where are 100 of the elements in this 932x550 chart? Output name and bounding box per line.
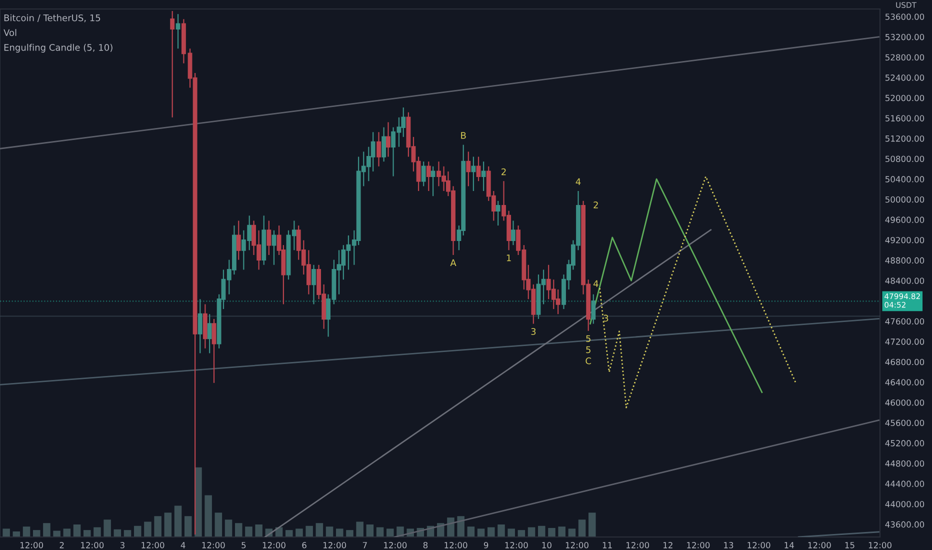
bar <box>43 523 50 537</box>
candlestick <box>511 220 516 246</box>
bar <box>467 526 475 537</box>
bar <box>366 524 374 537</box>
x-tick-label: 2 <box>60 542 64 548</box>
bar <box>518 530 526 537</box>
bar <box>164 512 172 537</box>
annotation: C <box>586 357 592 364</box>
bar <box>32 530 40 537</box>
bar <box>296 528 303 537</box>
y-tick-label: 47600.00 <box>885 318 924 325</box>
bar <box>234 523 242 537</box>
candlestick <box>386 122 390 158</box>
bar <box>588 512 596 537</box>
x-tick-label: 12:00 <box>20 542 44 548</box>
bar <box>245 526 252 537</box>
bar <box>568 528 576 537</box>
annotation: 3 <box>531 328 536 335</box>
bar <box>154 516 162 537</box>
candlestick <box>382 126 386 162</box>
x-tick-label: 13 <box>724 542 734 548</box>
bar <box>436 523 444 537</box>
y-tick-label: 46000.00 <box>885 399 924 406</box>
y-tick-label: 52400.00 <box>886 74 924 81</box>
bar <box>316 523 324 537</box>
candlestick <box>207 314 212 354</box>
y-tick-label: 50000.00 <box>886 196 924 203</box>
y-tick-label: 48800.00 <box>885 257 924 264</box>
candlestick <box>421 161 426 187</box>
bar <box>83 530 91 537</box>
candlestick <box>272 230 276 266</box>
bar <box>487 527 495 537</box>
candlestick <box>476 156 481 182</box>
x-tick-label: 12:00 <box>868 542 892 548</box>
candlestick <box>556 288 560 315</box>
bar <box>306 526 313 537</box>
candlestick <box>370 132 376 172</box>
candlestick <box>471 156 476 192</box>
x-tick-label: 12 <box>664 542 672 548</box>
bar <box>356 522 364 537</box>
bar <box>2 528 10 537</box>
x-tick-label: 12:00 <box>626 542 650 548</box>
annotation: Engulfing Candle (5, 10) <box>4 44 112 53</box>
x-tick-label: 7 <box>362 542 367 548</box>
x-tick-label: 11 <box>602 542 612 548</box>
y-tick-label: 46800.00 <box>885 358 924 366</box>
x-tick-label: 12:00 <box>687 542 710 548</box>
bar <box>578 520 586 537</box>
annotation: 2 <box>594 202 598 208</box>
bar <box>184 516 192 537</box>
y-tick-label: 45600.00 <box>885 420 924 426</box>
bar <box>326 526 334 537</box>
bar <box>174 506 182 537</box>
candlestick <box>176 14 180 50</box>
bar <box>124 530 132 537</box>
y-tick-label: 53200.00 <box>886 34 924 40</box>
bar <box>204 495 212 537</box>
annotation: 3 <box>604 314 608 322</box>
bar <box>498 524 505 537</box>
candlestick <box>312 264 316 305</box>
bar <box>558 526 566 537</box>
bar <box>285 530 293 537</box>
bar <box>63 528 71 537</box>
candlestick <box>170 10 175 118</box>
candlestick <box>430 166 436 197</box>
y-tick-label: 45200.00 <box>885 440 924 446</box>
x-tick-label: 4 <box>180 542 186 548</box>
x-tick-label: 14 <box>784 542 794 548</box>
y-tick-label: 48400.00 <box>885 278 924 284</box>
x-tick-label: 15 <box>845 542 854 548</box>
candlestick <box>198 298 202 354</box>
candlestick <box>266 220 272 256</box>
annotation: 2 <box>502 168 506 176</box>
x-tick-label: 8 <box>423 542 428 548</box>
candlestick <box>466 151 471 187</box>
x-tick-label: 12:00 <box>81 542 104 548</box>
annotation: 1 <box>506 254 511 262</box>
x-tick-label: 12:00 <box>262 542 286 548</box>
bar <box>104 520 111 537</box>
x-tick-label: 12:00 <box>384 542 407 548</box>
bar <box>457 516 464 537</box>
candlestick <box>426 161 431 192</box>
annotation: 4 <box>593 280 598 287</box>
x-tick-label: 12:00 <box>808 542 831 548</box>
annotation: 4 <box>576 178 581 185</box>
y-tick-label: 50800.00 <box>886 156 924 162</box>
x-tick-label: 6 <box>302 542 306 548</box>
y-tick-label: 50400.00 <box>886 176 924 182</box>
y-tick-label: 51600.00 <box>886 115 924 122</box>
bar <box>134 526 142 537</box>
bar <box>447 518 454 537</box>
y-tick-label: 44800.00 <box>885 460 924 467</box>
annotation: 5 <box>586 346 590 354</box>
candlestick <box>236 220 241 260</box>
y-tick-label: 52800.00 <box>886 54 924 61</box>
candlestick <box>376 132 381 167</box>
y-tick-label: 46400.00 <box>885 379 924 386</box>
y-tick-label: 44400.00 <box>885 480 924 487</box>
y-tick-label: 49200.00 <box>885 236 924 244</box>
bar <box>386 528 394 537</box>
